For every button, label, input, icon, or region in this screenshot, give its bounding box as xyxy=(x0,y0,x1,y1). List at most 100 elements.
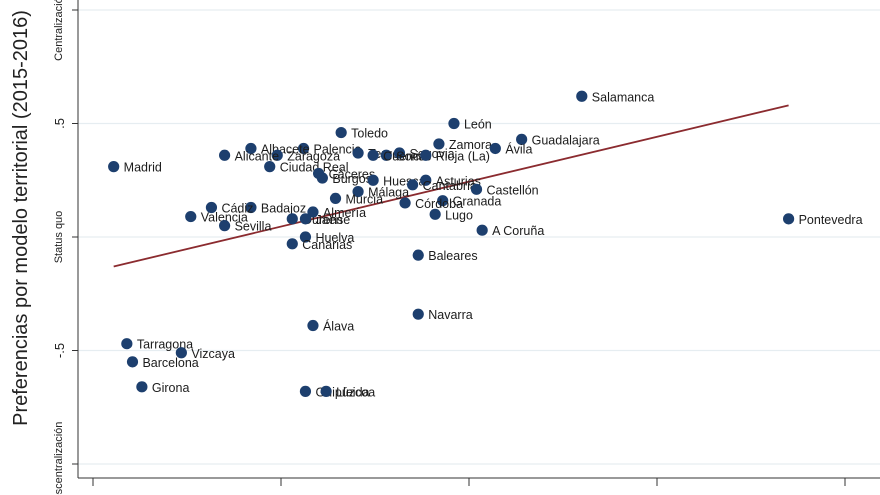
point-label: Valencia xyxy=(201,211,248,225)
data-point xyxy=(352,147,364,159)
data-point xyxy=(783,213,795,225)
point-label: A Coruña xyxy=(492,224,544,238)
point-label: Cádiz xyxy=(221,201,253,215)
data-point xyxy=(320,385,332,397)
point-label: Barcelona xyxy=(142,356,198,370)
y-tick-label: .5 xyxy=(52,118,67,129)
data-point xyxy=(433,138,445,150)
data-point xyxy=(367,174,379,186)
point-label: Burgos xyxy=(332,172,372,186)
point-label: Alicante xyxy=(235,149,280,163)
point-label: Ourense xyxy=(302,213,350,227)
point-label: Cuenca xyxy=(383,149,426,163)
point-label: Guadalajara xyxy=(532,133,600,147)
data-point xyxy=(286,238,298,250)
grid-lines xyxy=(78,9,880,465)
point-label: Rioja (La) xyxy=(436,149,490,163)
data-point xyxy=(470,183,483,195)
point-label: Baleares xyxy=(428,249,477,263)
data-point xyxy=(219,220,231,232)
data-point xyxy=(299,213,312,225)
data-points: Salamanca León Toledo Guadalajara Zamora Ávil… xyxy=(108,90,863,399)
point-label: Almería xyxy=(323,206,366,220)
data-point xyxy=(367,149,379,161)
point-label: Canarias xyxy=(302,238,352,252)
point-label: Zaragoza xyxy=(287,149,340,163)
data-point xyxy=(352,186,364,198)
y-extreme-top-label: Centralización xyxy=(53,0,65,61)
point-label: Ávila xyxy=(505,141,532,156)
data-point xyxy=(121,338,133,350)
data-point xyxy=(429,208,441,220)
data-point xyxy=(205,201,218,214)
point-label: Asturias xyxy=(436,174,481,188)
data-point xyxy=(297,142,310,155)
data-point xyxy=(399,197,411,209)
y-tick-label: -.5 xyxy=(52,343,67,358)
point-label: Granada xyxy=(453,195,502,209)
point-label: Lugo xyxy=(445,208,473,222)
data-point xyxy=(126,356,139,368)
point-label: Cantabria xyxy=(423,179,477,193)
data-point xyxy=(299,385,312,397)
data-point xyxy=(448,117,460,130)
data-point xyxy=(516,133,528,145)
point-label: Jaén xyxy=(315,213,342,227)
point-label: Madrid xyxy=(124,161,162,175)
point-label: Navarra xyxy=(428,308,473,322)
point-label: Ciudad Real xyxy=(280,161,349,175)
point-label: Girona xyxy=(152,381,190,395)
fit-line xyxy=(113,104,789,268)
data-point xyxy=(437,195,449,207)
point-label: Badajoz xyxy=(261,201,306,215)
data-point xyxy=(335,126,347,139)
data-point xyxy=(271,149,283,161)
point-label: Sevilla xyxy=(235,220,272,234)
point-label: Cáceres xyxy=(329,167,376,181)
data-point xyxy=(175,347,187,359)
point-label: Palencia xyxy=(314,142,362,156)
point-label: Lleida xyxy=(336,385,369,399)
data-point xyxy=(264,161,276,173)
point-label: Málaga xyxy=(368,186,409,200)
data-point xyxy=(489,142,501,155)
y-ticks: -.5 Status quo .5 xyxy=(52,9,78,465)
point-label: Castellón xyxy=(487,183,539,197)
data-point xyxy=(219,149,231,161)
data-point xyxy=(307,206,319,218)
data-point xyxy=(576,90,588,102)
data-point xyxy=(476,224,488,236)
point-label: Soria xyxy=(396,149,425,163)
point-label: Vizcaya xyxy=(191,347,235,361)
data-point xyxy=(393,147,406,159)
y-extreme-bottom-label: Descentralización xyxy=(53,422,65,495)
data-point xyxy=(245,142,257,155)
point-label: Huelva xyxy=(315,231,354,245)
data-point xyxy=(136,381,148,393)
data-point xyxy=(329,192,342,205)
data-point xyxy=(185,210,197,223)
x-ticks xyxy=(92,478,846,486)
data-point xyxy=(412,308,424,320)
data-point xyxy=(307,319,319,332)
point-label: Salamanca xyxy=(592,90,655,104)
data-point xyxy=(380,149,392,161)
data-point xyxy=(420,149,432,161)
y-axis-label: Preferencias por modelo territorial (201… xyxy=(10,10,32,426)
y-tick-label: Status quo xyxy=(53,211,65,264)
data-point xyxy=(245,201,257,214)
point-label: Toledo xyxy=(351,127,388,141)
data-point xyxy=(316,172,328,184)
data-point xyxy=(299,231,312,243)
data-point xyxy=(420,174,432,186)
data-point xyxy=(108,161,120,173)
point-label: Zamora xyxy=(449,138,492,152)
data-point xyxy=(412,249,424,261)
data-point xyxy=(286,213,298,225)
point-label: León xyxy=(464,118,492,132)
point-label: Córdoba xyxy=(415,197,463,211)
point-label: Pontevedra xyxy=(799,213,863,227)
data-point xyxy=(407,179,419,191)
point-label: Álava xyxy=(323,319,354,334)
